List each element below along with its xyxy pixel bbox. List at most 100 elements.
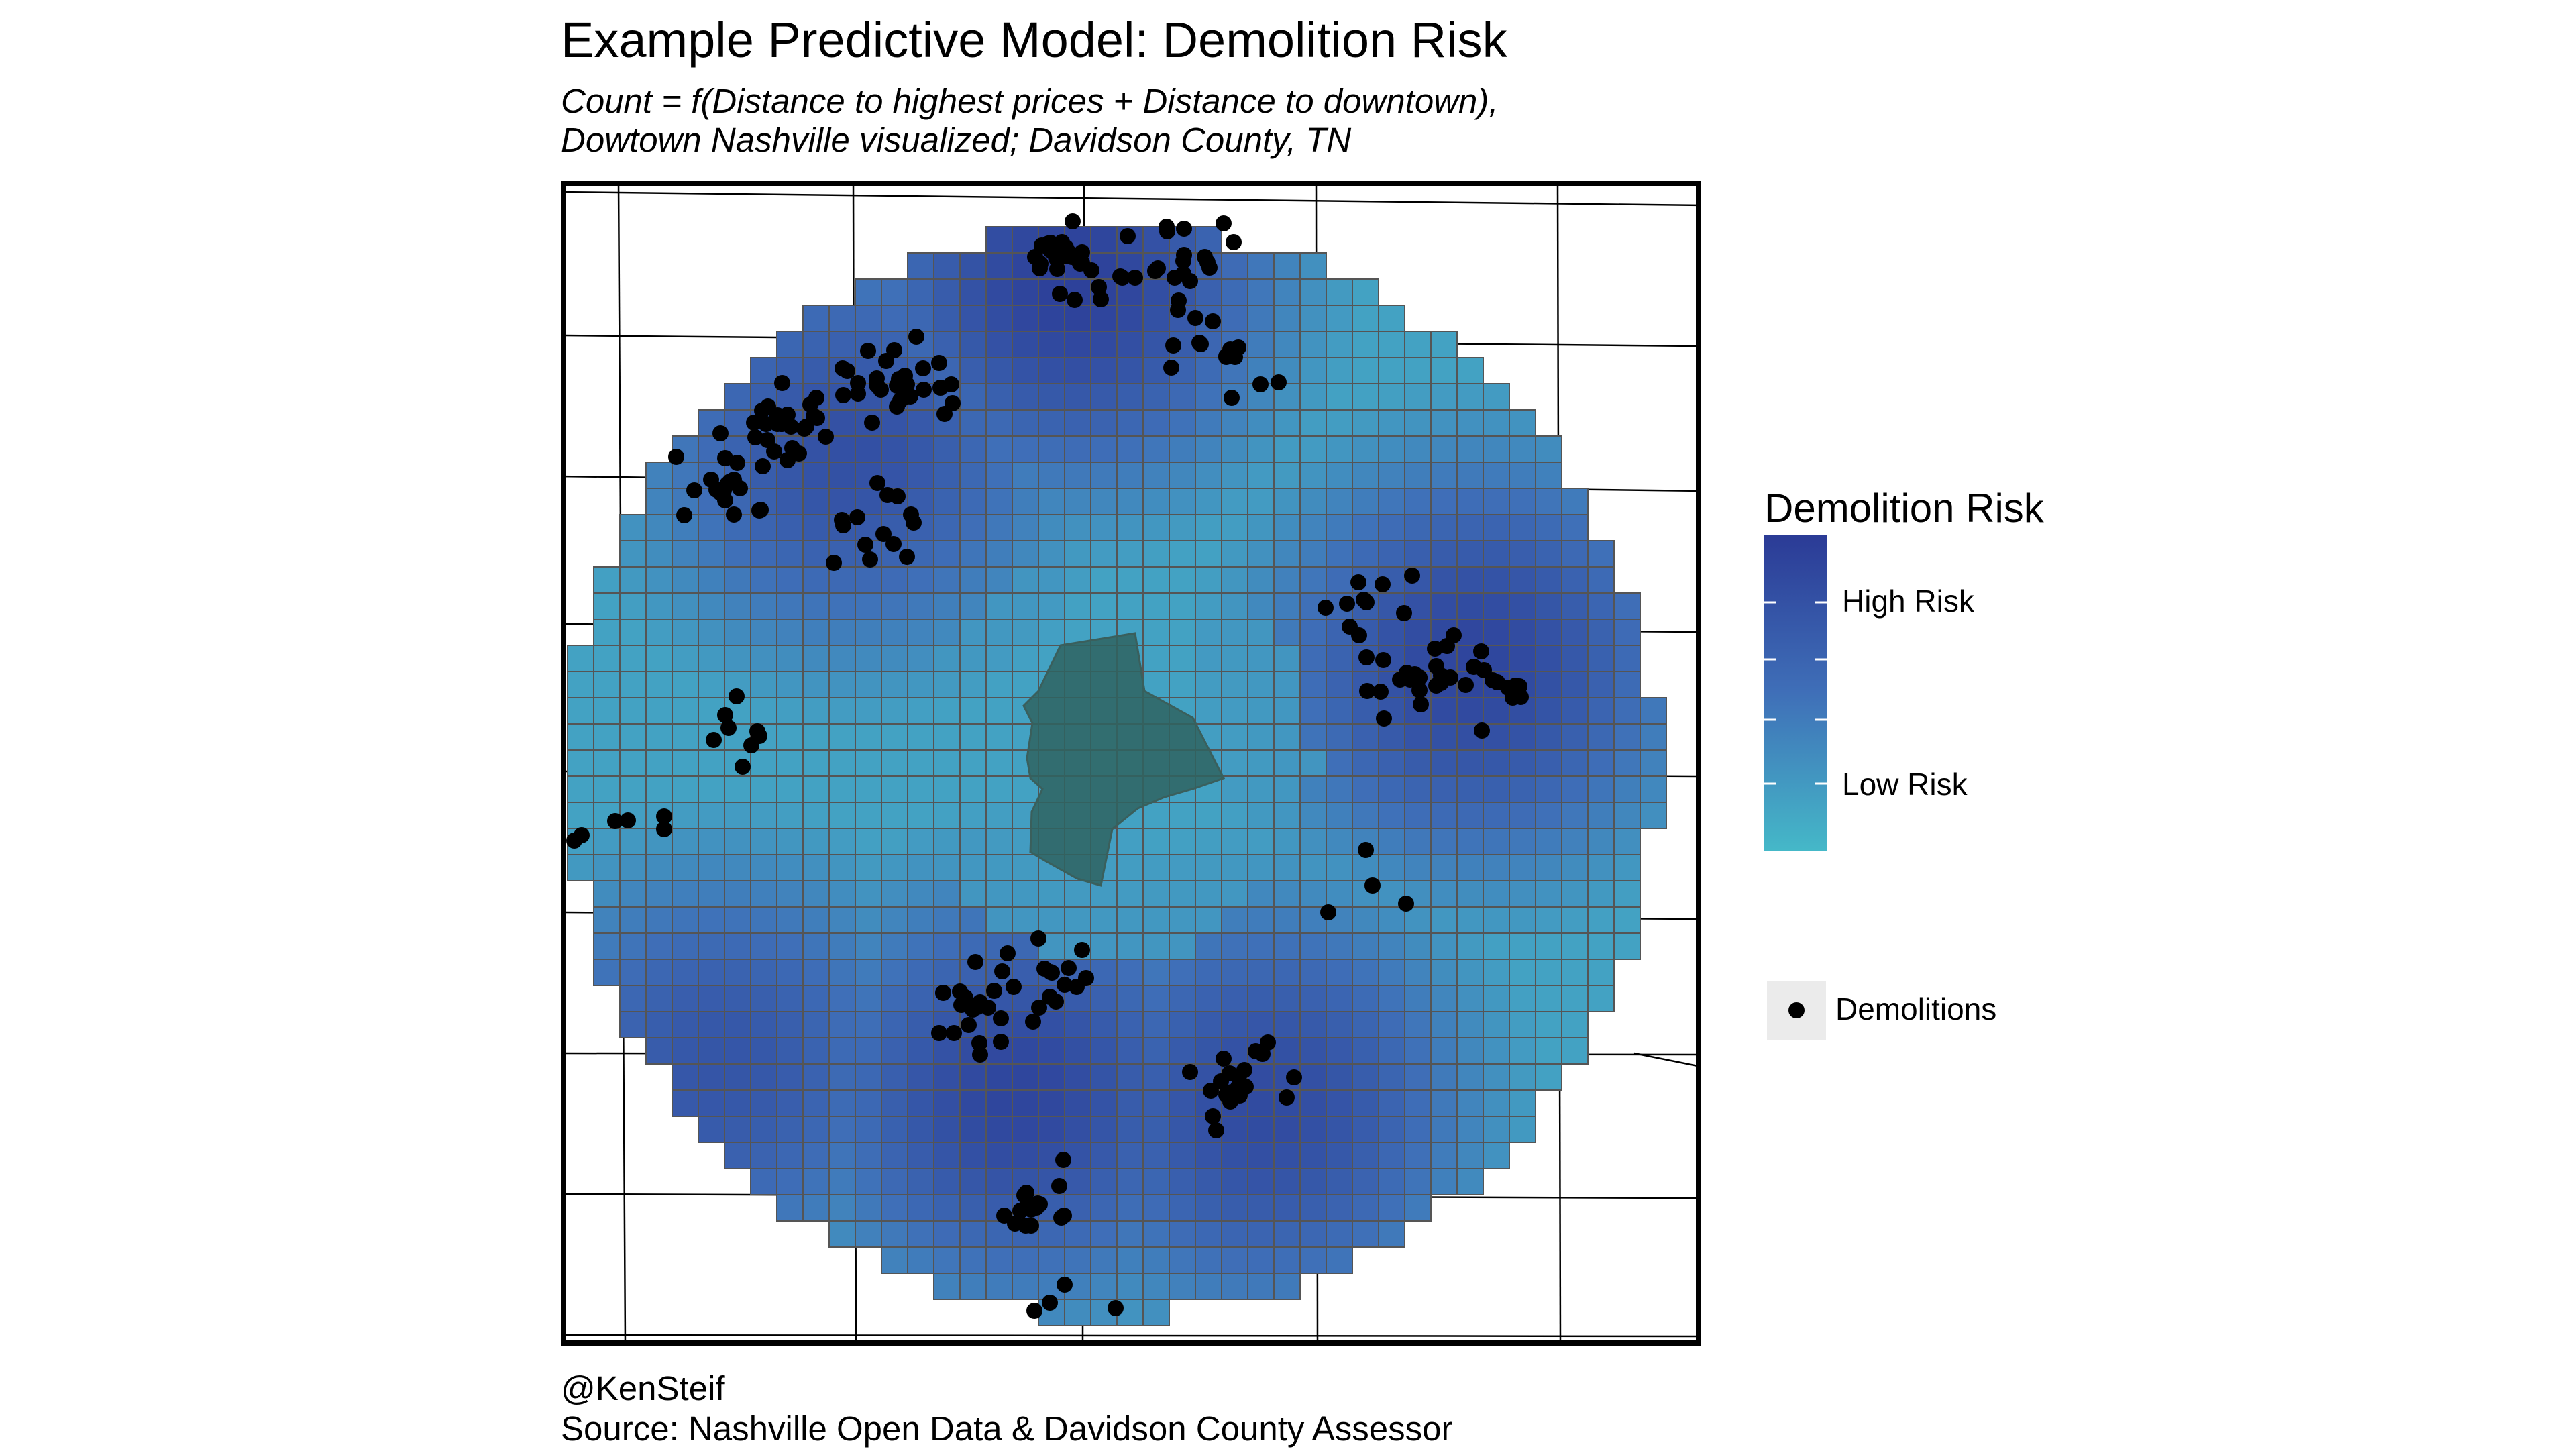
- fishnet-cell: [1012, 488, 1039, 515]
- fishnet-cell: [1169, 1011, 1196, 1038]
- fishnet-cell: [750, 1168, 777, 1195]
- fishnet-cell: [1352, 409, 1379, 437]
- fishnet-cell: [1378, 331, 1405, 358]
- fishnet-cell: [1299, 514, 1327, 541]
- fishnet-cell: [1195, 671, 1222, 698]
- fishnet-cell: [1535, 932, 1562, 960]
- fishnet-cell: [1142, 540, 1170, 568]
- fishnet-cell: [802, 671, 830, 698]
- fishnet-cell: [645, 854, 673, 881]
- fishnet-cell: [1299, 1142, 1327, 1169]
- fishnet-cell: [619, 723, 647, 751]
- fishnet-cell: [724, 1089, 751, 1117]
- demolition-point: [915, 360, 931, 376]
- fishnet-cell: [1430, 775, 1458, 803]
- fishnet-cell: [985, 488, 1013, 515]
- fishnet-cell: [750, 932, 777, 960]
- demolition-point: [1411, 669, 1428, 686]
- fishnet-cell: [1326, 540, 1353, 568]
- demolition-point: [1175, 253, 1191, 269]
- fishnet-cell: [645, 880, 673, 908]
- fishnet-cell: [1456, 462, 1484, 489]
- fishnet-cell: [619, 775, 647, 803]
- fishnet-cell: [933, 697, 961, 724]
- fishnet-cell: [1561, 697, 1589, 724]
- fishnet-cell: [959, 619, 987, 646]
- map-panel[interactable]: [561, 181, 1701, 1346]
- fishnet-cell: [828, 1168, 856, 1195]
- fishnet-cell: [1116, 959, 1144, 986]
- fishnet-cell: [1247, 959, 1275, 986]
- fishnet-cell: [1142, 1011, 1170, 1038]
- legend-low-label: Low Risk: [1842, 767, 1968, 802]
- fishnet-cell: [1273, 1273, 1301, 1300]
- fishnet-cell: [907, 1246, 934, 1274]
- fishnet-cell: [881, 828, 908, 855]
- fishnet-cell: [985, 409, 1013, 437]
- demolition-risk-map[interactable]: [561, 181, 1701, 1346]
- fishnet-cell: [1404, 1168, 1432, 1195]
- fishnet-cell: [1116, 906, 1144, 934]
- demolition-point: [656, 808, 672, 824]
- fishnet-cell: [1404, 383, 1432, 411]
- fishnet-cell: [1613, 854, 1641, 881]
- fishnet-cell: [1299, 749, 1327, 777]
- fishnet-cell: [1221, 880, 1248, 908]
- fishnet-cell: [1613, 932, 1641, 960]
- fishnet-cell: [802, 1037, 830, 1065]
- fishnet-cell: [1587, 723, 1615, 751]
- fishnet-cell: [776, 331, 804, 358]
- fishnet-cell: [593, 749, 621, 777]
- fishnet-cell: [1221, 749, 1248, 777]
- fishnet-cell: [645, 1037, 673, 1065]
- fishnet-cell: [1012, 357, 1039, 384]
- fishnet-cell: [907, 697, 934, 724]
- fishnet-cell: [933, 723, 961, 751]
- fishnet-cell: [1012, 619, 1039, 646]
- demolition-point: [1159, 219, 1175, 235]
- fishnet-cell: [1535, 802, 1562, 829]
- fishnet-cell: [1116, 357, 1144, 384]
- fishnet-cell: [933, 592, 961, 620]
- fishnet-cell: [750, 514, 777, 541]
- fishnet-cell: [1247, 828, 1275, 855]
- demolition-point: [1224, 1084, 1240, 1100]
- fishnet-cell: [1404, 1063, 1432, 1091]
- fishnet-cell: [933, 1063, 961, 1091]
- demolition-point: [1411, 682, 1428, 698]
- fishnet-cell: [1352, 462, 1379, 489]
- demolition-point: [890, 488, 906, 504]
- fishnet-cell: [750, 671, 777, 698]
- fishnet-cell: [1378, 435, 1405, 463]
- fishnet-cell: [1352, 1089, 1379, 1117]
- fishnet-cell: [828, 828, 856, 855]
- fishnet-cell: [1613, 802, 1641, 829]
- fishnet-cell: [1142, 435, 1170, 463]
- fishnet-cell: [959, 305, 987, 332]
- fishnet-cell: [1116, 1037, 1144, 1065]
- demolition-point: [1375, 652, 1391, 668]
- fishnet-cell: [907, 409, 934, 437]
- demolition-point: [818, 429, 834, 445]
- fishnet-cell: [1038, 540, 1065, 568]
- fishnet-cell: [619, 671, 647, 698]
- fishnet-cell: [881, 1168, 908, 1195]
- fishnet-cell: [1378, 1116, 1405, 1143]
- fishnet-cell: [907, 985, 934, 1012]
- fishnet-cell: [828, 775, 856, 803]
- fishnet-cell: [907, 775, 934, 803]
- fishnet-cell: [1090, 383, 1118, 411]
- fishnet-cell: [933, 932, 961, 960]
- fishnet-cell: [1012, 1116, 1039, 1143]
- fishnet-cell: [1064, 1246, 1091, 1274]
- fishnet-cell: [1116, 331, 1144, 358]
- fishnet-cell: [1247, 252, 1275, 280]
- demolition-point: [1052, 286, 1068, 302]
- fishnet-cell: [1378, 1037, 1405, 1065]
- fishnet-cell: [881, 985, 908, 1012]
- fishnet-cell: [1456, 880, 1484, 908]
- fishnet-cell: [1090, 1220, 1118, 1248]
- fishnet-cell: [1012, 409, 1039, 437]
- fishnet-cell: [724, 880, 751, 908]
- fishnet-cell: [1169, 383, 1196, 411]
